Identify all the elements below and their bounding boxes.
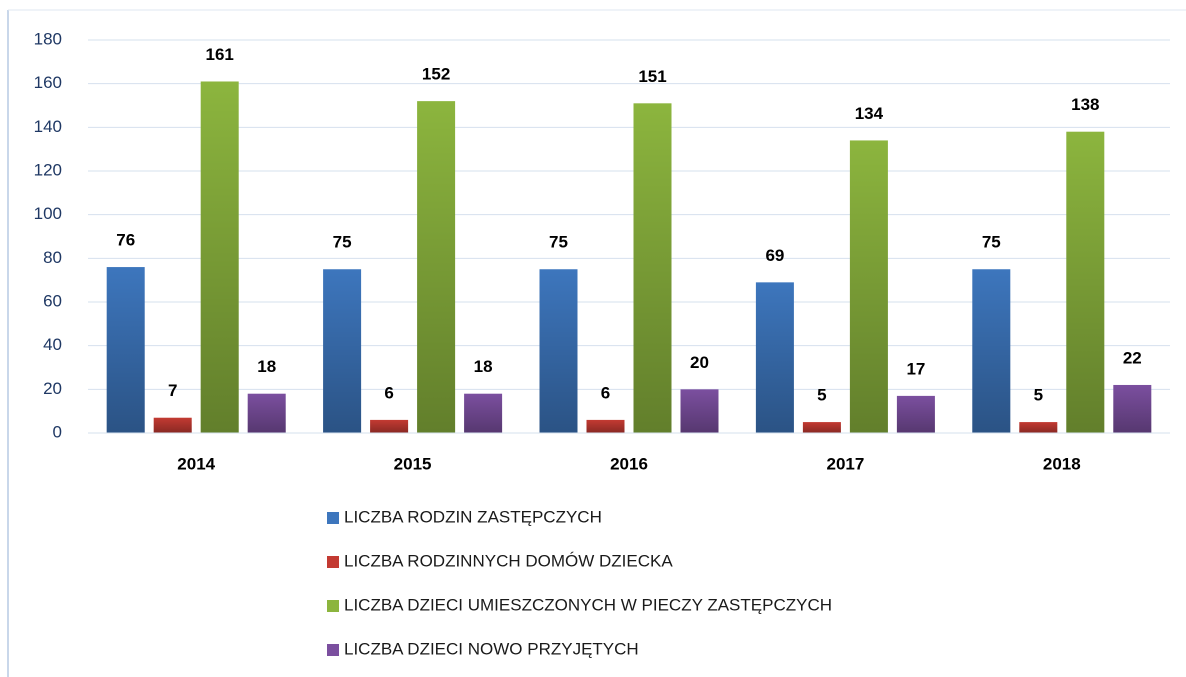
data-label: 6	[384, 383, 393, 402]
x-tick-label: 2016	[610, 454, 648, 473]
data-label: 69	[765, 246, 784, 265]
data-label: 18	[257, 357, 276, 376]
legend-label: LICZBA RODZINNYCH DOMÓW DZIECKA	[344, 551, 673, 570]
data-label: 18	[474, 357, 493, 376]
y-tick-label: 140	[34, 117, 62, 136]
bar	[370, 419, 409, 433]
bar	[247, 393, 286, 433]
bar	[1066, 131, 1105, 433]
data-label: 75	[549, 233, 568, 252]
legend-swatch	[327, 512, 339, 524]
y-tick-label: 160	[34, 73, 62, 92]
bar	[539, 269, 578, 433]
data-label: 22	[1123, 348, 1142, 367]
bar	[633, 103, 672, 434]
data-label: 161	[206, 45, 234, 64]
data-label: 7	[168, 381, 177, 400]
data-label: 5	[1034, 386, 1043, 405]
bar	[802, 422, 841, 433]
y-tick-label: 40	[43, 335, 62, 354]
y-tick-label: 80	[43, 248, 62, 267]
data-label: 151	[638, 67, 666, 86]
bar	[849, 140, 888, 433]
y-tick-label: 0	[53, 422, 62, 441]
x-tick-label: 2018	[1043, 454, 1081, 473]
data-label: 17	[906, 359, 925, 378]
x-tick-label: 2014	[177, 454, 215, 473]
data-label: 76	[116, 231, 135, 250]
legend-swatch	[327, 600, 339, 612]
data-label: 75	[333, 233, 352, 252]
y-tick-label: 180	[34, 29, 62, 48]
y-tick-label: 20	[43, 379, 62, 398]
bar	[972, 269, 1011, 433]
bar	[680, 389, 719, 433]
legend-swatch	[327, 556, 339, 568]
data-label: 75	[982, 233, 1001, 252]
data-label: 5	[817, 386, 826, 405]
bar	[200, 81, 239, 433]
y-tick-label: 100	[34, 204, 62, 223]
bar	[1113, 384, 1152, 433]
bar	[1019, 422, 1058, 433]
legend-label: LICZBA RODZIN ZASTĘPCZYCH	[344, 507, 602, 526]
legend-label: LICZBA DZIECI NOWO PRZYJĘTYCH	[344, 639, 639, 658]
data-label: 20	[690, 353, 709, 372]
bar	[464, 393, 503, 433]
y-tick-label: 60	[43, 291, 62, 310]
data-label: 134	[855, 104, 884, 123]
legend-swatch	[327, 644, 339, 656]
y-tick-label: 120	[34, 160, 62, 179]
bar	[755, 282, 794, 433]
bar	[417, 101, 456, 433]
data-label: 152	[422, 65, 450, 84]
x-tick-label: 2017	[826, 454, 864, 473]
bar	[896, 395, 935, 433]
bar	[323, 269, 362, 433]
bar	[153, 417, 192, 433]
data-label: 138	[1071, 95, 1099, 114]
legend-label: LICZBA DZIECI UMIESZCZONYCH W PIECZY ZAS…	[344, 595, 832, 614]
data-label: 6	[601, 383, 610, 402]
x-tick-label: 2015	[394, 454, 432, 473]
bar	[586, 419, 625, 433]
bar	[106, 267, 145, 433]
